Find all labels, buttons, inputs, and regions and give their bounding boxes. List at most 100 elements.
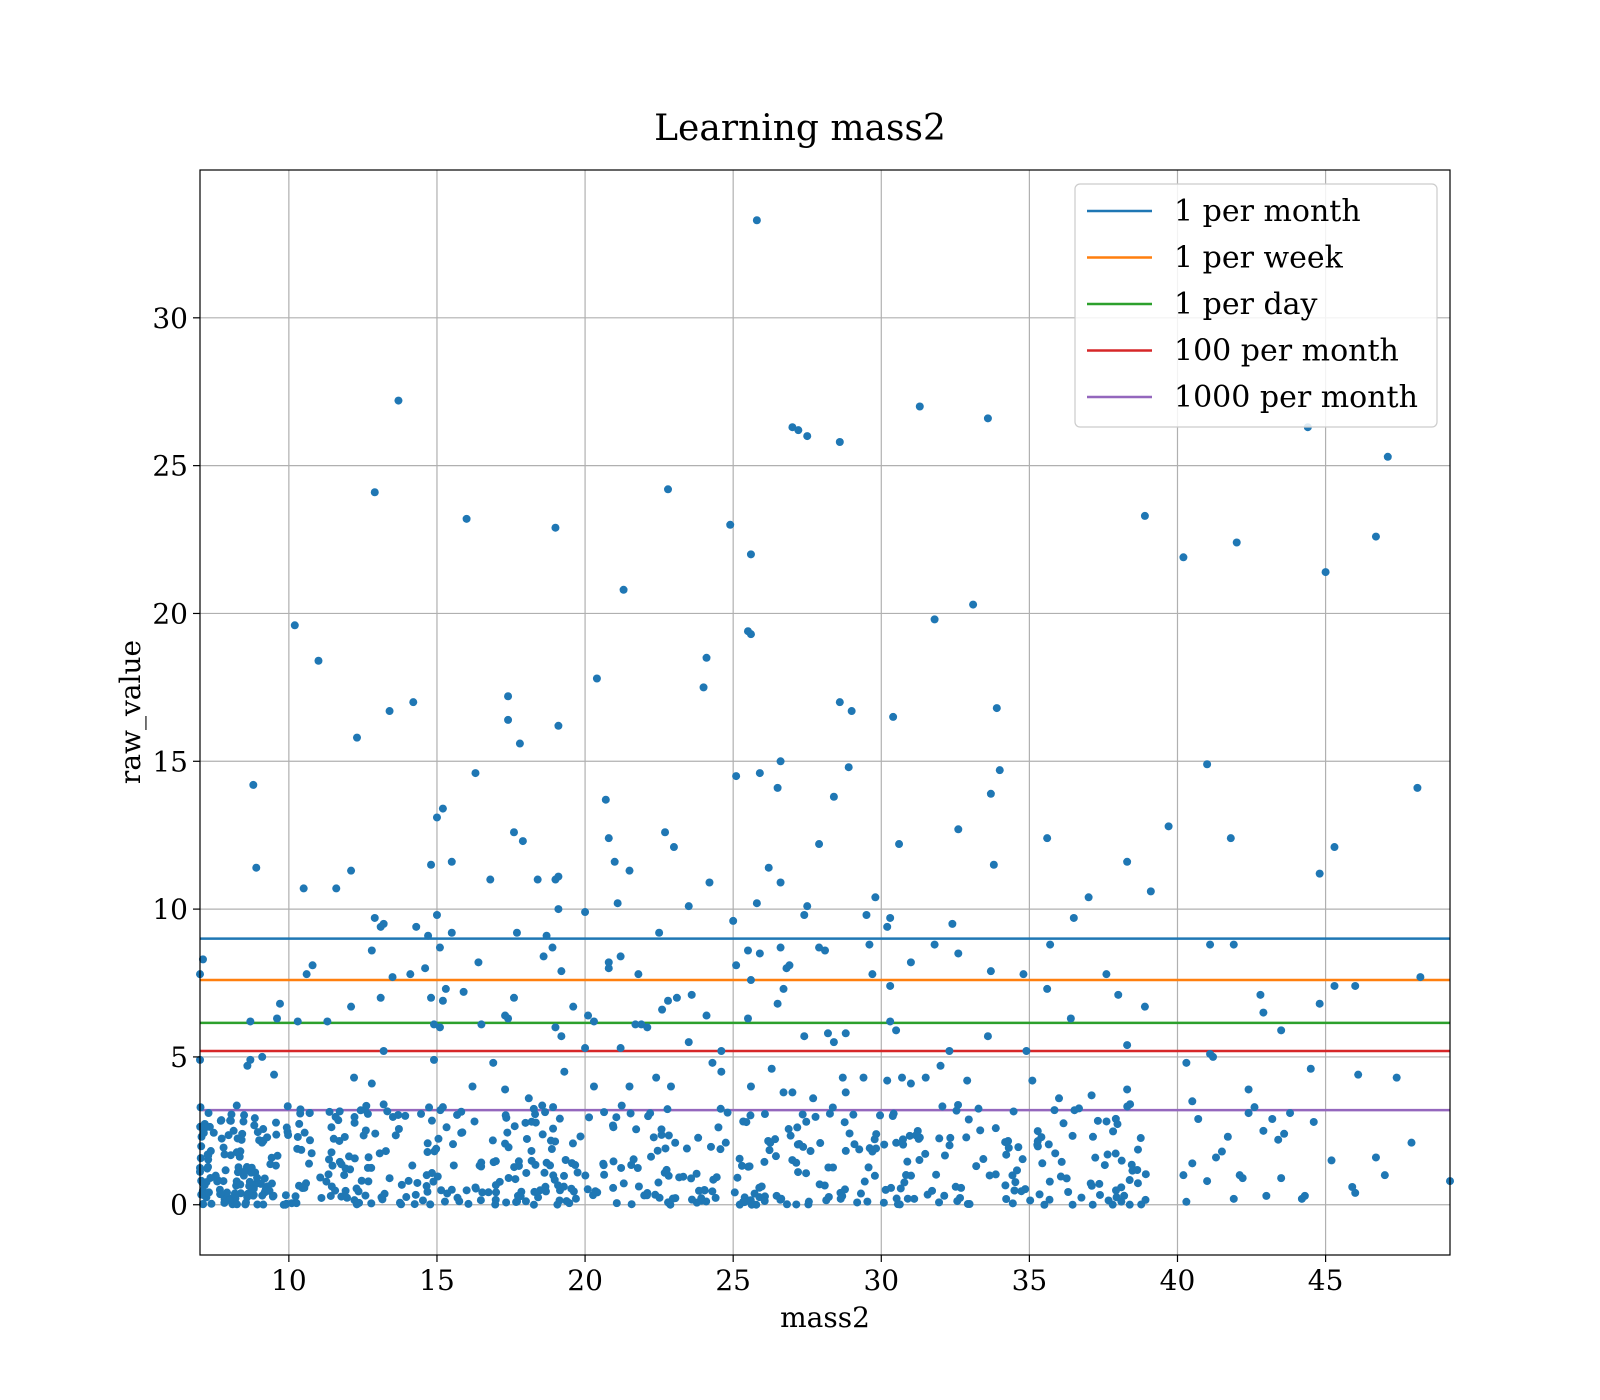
data-point <box>433 1172 442 1181</box>
data-point <box>760 1157 769 1166</box>
x-tick-label: 40 <box>1160 1264 1196 1297</box>
data-point <box>402 1193 411 1202</box>
data-point <box>788 423 797 432</box>
data-point <box>764 1136 773 1145</box>
data-point <box>863 1197 872 1206</box>
data-point <box>471 1184 480 1193</box>
data-point <box>841 1146 850 1155</box>
data-point <box>954 949 963 958</box>
data-point <box>421 964 430 973</box>
data-point <box>388 973 397 982</box>
data-point <box>820 1181 829 1190</box>
data-point <box>331 1112 340 1121</box>
data-point <box>746 1082 755 1091</box>
data-point <box>295 1119 304 1128</box>
data-point <box>948 919 957 928</box>
data-point <box>367 946 376 955</box>
data-point <box>906 958 915 967</box>
data-point <box>410 1200 419 1209</box>
data-point <box>964 1115 973 1124</box>
data-point <box>864 1163 873 1172</box>
data-point <box>627 1200 636 1209</box>
data-point <box>886 981 895 990</box>
data-point <box>743 946 752 955</box>
data-point <box>657 1125 666 1134</box>
data-point <box>1371 1153 1380 1162</box>
data-point <box>273 1151 282 1160</box>
data-point <box>664 996 673 1005</box>
data-point <box>550 1175 559 1184</box>
data-point <box>1045 1177 1054 1186</box>
data-point <box>835 437 844 446</box>
data-point <box>752 216 761 225</box>
data-point <box>510 1163 519 1172</box>
data-point <box>750 1189 759 1198</box>
data-point <box>432 911 441 920</box>
data-point <box>829 1038 838 1047</box>
data-point <box>213 1177 222 1186</box>
data-point <box>883 922 892 931</box>
data-point <box>1244 1109 1253 1118</box>
data-point <box>290 621 299 630</box>
data-point <box>903 1157 912 1166</box>
data-point <box>752 899 761 908</box>
data-point <box>423 1139 432 1148</box>
data-point <box>385 707 394 716</box>
x-tick-label: 10 <box>271 1264 307 1297</box>
data-point <box>699 683 708 692</box>
data-point <box>440 1197 449 1206</box>
data-point <box>609 1183 618 1192</box>
data-point <box>379 1047 388 1056</box>
data-point <box>822 1196 831 1205</box>
data-point <box>281 1191 290 1200</box>
data-point <box>521 1118 530 1127</box>
x-axis-label: mass2 <box>780 1301 870 1334</box>
data-point <box>453 1110 462 1119</box>
data-point <box>721 1138 730 1147</box>
data-point <box>293 1017 302 1026</box>
data-point <box>397 1180 406 1189</box>
data-point <box>697 1194 706 1203</box>
axis-ticks: 10 15 20 25 30 35 40 45 0 5 10 15 20 25 30 <box>152 302 1343 1297</box>
data-point <box>443 1189 452 1198</box>
data-point <box>868 970 877 979</box>
data-point <box>1182 1058 1191 1067</box>
data-point <box>600 1170 609 1179</box>
data-point <box>788 1088 797 1097</box>
data-point <box>514 1157 523 1166</box>
data-point <box>613 899 622 908</box>
data-point <box>1140 1002 1149 1011</box>
data-point <box>204 1109 213 1118</box>
data-point <box>1133 1145 1142 1154</box>
data-point <box>305 1159 314 1168</box>
data-point <box>619 585 628 594</box>
data-point <box>1259 1008 1268 1017</box>
data-point <box>1280 1129 1289 1138</box>
data-point <box>646 1109 655 1118</box>
y-tick-label: 30 <box>152 302 188 335</box>
data-point <box>1010 1186 1019 1195</box>
data-point <box>394 396 403 405</box>
data-point <box>1413 783 1422 792</box>
data-point <box>936 1061 945 1070</box>
data-point <box>430 1055 439 1064</box>
data-point <box>757 1182 766 1191</box>
data-point <box>687 990 696 999</box>
data-point <box>381 1147 390 1156</box>
data-point <box>1188 1097 1197 1106</box>
data-point <box>253 1173 262 1182</box>
data-point <box>477 1158 486 1167</box>
data-point <box>663 1105 672 1114</box>
data-point <box>335 1107 344 1116</box>
data-point <box>1133 1165 1142 1174</box>
data-point <box>327 1148 336 1157</box>
chart-title: Learning mass2 <box>654 108 946 149</box>
data-point <box>986 789 995 798</box>
data-point <box>236 1189 245 1198</box>
data-point <box>845 1129 854 1138</box>
data-point <box>776 757 785 766</box>
data-point <box>335 1157 344 1166</box>
data-point <box>1066 1014 1075 1023</box>
data-point <box>776 878 785 887</box>
